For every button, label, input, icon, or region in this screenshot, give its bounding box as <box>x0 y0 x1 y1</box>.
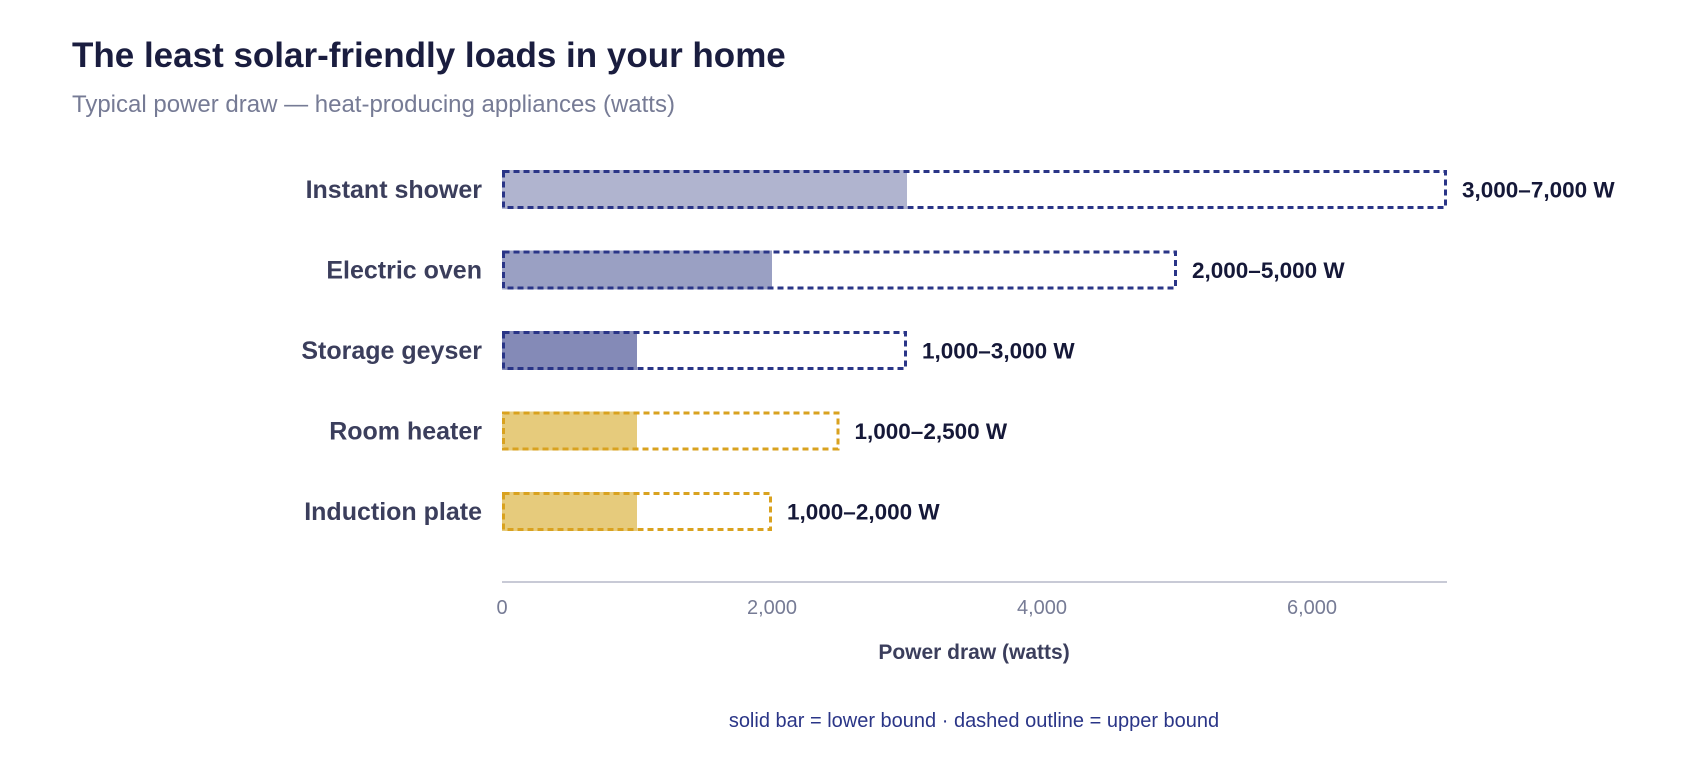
chart-title: The least solar-friendly loads in your h… <box>72 36 786 75</box>
data-label-instant-shower: 3,000–7,000 W <box>1462 178 1615 203</box>
bar-upper-outline-room-heater <box>502 411 840 451</box>
x-tick-label-0: 0 <box>496 597 507 619</box>
data-label-electric-oven: 2,000–5,000 W <box>1192 258 1345 283</box>
x-axis-title: Power draw (watts) <box>878 641 1069 664</box>
category-label-instant-shower: Instant shower <box>306 176 483 204</box>
category-label-room-heater: Room heater <box>329 418 482 446</box>
category-label-electric-oven: Electric oven <box>326 257 482 285</box>
bar-upper-outline-electric-oven <box>502 250 1177 290</box>
bar-upper-outline-induction-plate <box>502 492 772 531</box>
bar-group-electric-oven: Electric oven 2,000–5,000 W <box>326 250 1345 290</box>
x-tick-label-4000: 4,000 <box>1017 597 1067 619</box>
legend-note: solid bar = lower bound · dashed outline… <box>729 710 1219 732</box>
data-label-storage-geyser: 1,000–3,000 W <box>922 339 1075 364</box>
chart-subtitle: Typical power draw — heat-producing appl… <box>72 91 675 118</box>
category-label-storage-geyser: Storage geyser <box>301 337 482 365</box>
bars-layer: Instant shower 3,000–7,000 W Electric oven… <box>301 170 1615 531</box>
x-tick-label-6000: 6,000 <box>1287 597 1337 619</box>
bar-lower-room-heater <box>502 411 637 451</box>
bar-lower-electric-oven <box>502 250 772 290</box>
bar-upper-outline-instant-shower <box>502 170 1447 209</box>
bar-lower-induction-plate <box>502 492 637 531</box>
bar-lower-instant-shower <box>502 170 907 209</box>
bar-group-instant-shower: Instant shower 3,000–7,000 W <box>306 170 1615 209</box>
x-ticks: 0 2,000 4,000 6,000 <box>496 597 1337 619</box>
x-tick-label-2000: 2,000 <box>747 597 797 619</box>
category-label-induction-plate: Induction plate <box>304 498 482 526</box>
bar-group-induction-plate: Induction plate 1,000–2,000 W <box>304 492 940 531</box>
data-label-induction-plate: 1,000–2,000 W <box>787 500 940 525</box>
bar-group-storage-geyser: Storage geyser 1,000–3,000 W <box>301 331 1075 370</box>
bar-upper-outline-storage-geyser <box>502 331 907 370</box>
bar-lower-storage-geyser <box>502 331 637 370</box>
data-label-room-heater: 1,000–2,500 W <box>855 419 1008 444</box>
bar-group-room-heater: Room heater 1,000–2,500 W <box>329 411 1008 451</box>
